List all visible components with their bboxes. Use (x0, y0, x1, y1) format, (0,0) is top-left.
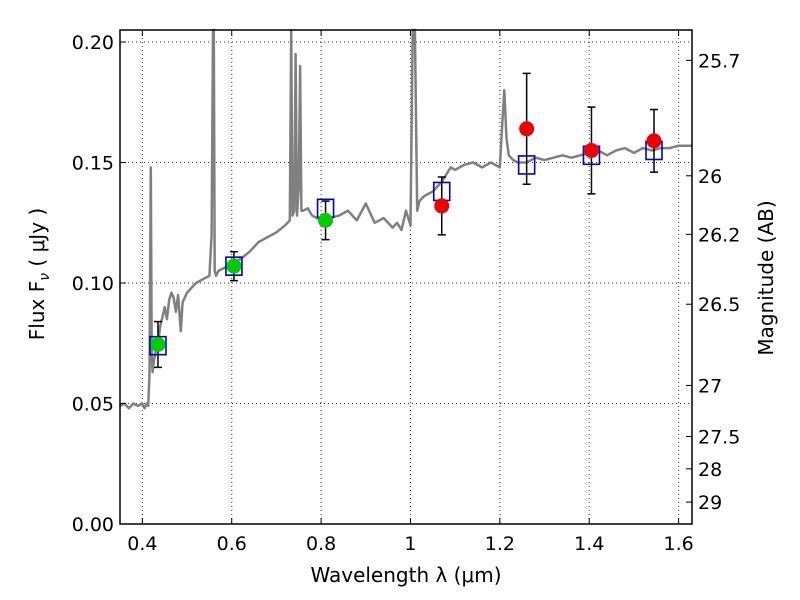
y-axis-title: Flux Fν ( μJy ) (25, 208, 53, 340)
right-axis-title: Magnitude (AB) (754, 200, 778, 355)
model-photometry-square (225, 256, 243, 276)
observed-nir-point (434, 198, 450, 214)
observed-optical-point (318, 212, 334, 228)
x-tick-label: 0.6 (217, 533, 247, 555)
error-bars-layer (153, 72, 659, 369)
y-axis-title-unit: ( μJy ) (25, 208, 49, 273)
y-axis-ticks: 0.00 0.05 0.10 0.15 0.20 (72, 32, 126, 536)
model-photometry-square (517, 155, 536, 175)
sed-model-layer (119, 28, 692, 410)
x-tick-label: 1.2 (485, 533, 515, 555)
x-axis-ticks: 0.4 0.6 0.8 1 1.2 1.4 1.6 (127, 30, 694, 555)
observed-optical-point (150, 336, 166, 352)
magnitude-tick-label: 29 (698, 492, 722, 514)
x-tick-label: 1 (404, 533, 416, 555)
x-tick-label: 0.8 (306, 533, 336, 555)
y-tick-label: 0.00 (72, 514, 114, 536)
sed-model-curve (119, 28, 692, 410)
magnitude-axis-ticks: 25.7 26 26.2 26.5 27 27.5 28 29 (686, 50, 740, 514)
x-tick-label: 0.4 (127, 533, 157, 555)
y-tick-label: 0.20 (72, 32, 114, 54)
observed-nir-point (646, 133, 662, 149)
model-photometry-layer (149, 140, 663, 356)
magnitude-tick-label: 27.5 (698, 427, 740, 449)
magnitude-tick-label: 26.2 (698, 224, 740, 246)
y-axis-title-sub: ν (37, 273, 53, 281)
magnitude-tick-label: 26 (698, 166, 722, 188)
plot-frame (119, 29, 693, 525)
y-axis-title-main: Flux F (25, 281, 49, 340)
magnitude-tick-label: 27 (698, 375, 722, 397)
observed-nir-point (519, 121, 535, 137)
y-tick-label: 0.15 (72, 153, 114, 175)
x-tick-label: 1.6 (663, 533, 693, 555)
magnitude-tick-label: 26.5 (698, 294, 740, 316)
y-tick-label: 0.10 (72, 273, 114, 295)
x-tick-label: 1.4 (574, 533, 604, 555)
observed-nir-point (583, 142, 599, 158)
observed-optical-point (226, 258, 242, 274)
magnitude-tick-label: 25.7 (698, 50, 740, 72)
y-tick-label: 0.05 (72, 394, 114, 416)
magnitude-tick-label: 28 (698, 459, 722, 481)
model-photometry-square (149, 335, 167, 356)
observed-points-layer (150, 121, 662, 352)
x-axis-title: Wavelength λ (μm) (310, 563, 501, 587)
